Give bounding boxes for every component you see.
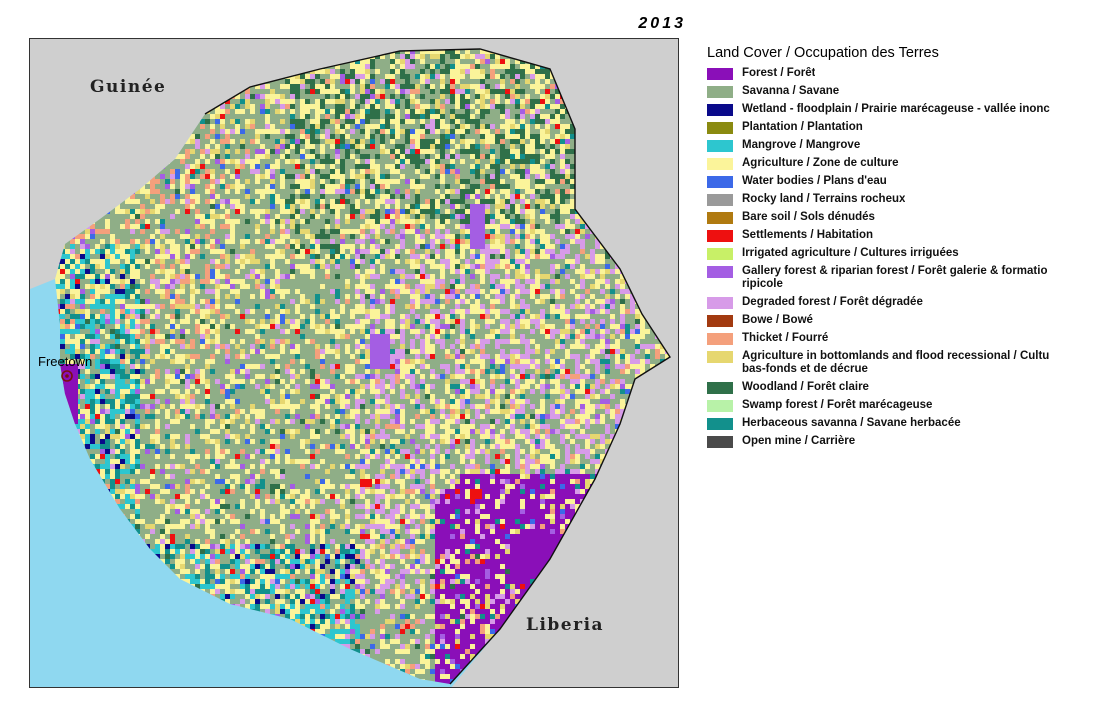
legend-item: Mangrove / Mangrove [707, 139, 1098, 152]
land-cover-map[interactable]: Guinée Liberia Freetown [29, 38, 679, 688]
legend-swatch [707, 418, 733, 430]
legend-label: Water bodies / Plans d'eau [742, 175, 887, 187]
legend-swatch [707, 230, 733, 242]
legend-label: Gallery forest & riparian forest / Forêt… [742, 265, 1048, 290]
capital-dot-icon [65, 374, 69, 378]
legend-item: Bare soil / Sols dénudés [707, 211, 1098, 224]
legend-label: Mangrove / Mangrove [742, 139, 861, 151]
legend-label: Wetland - floodplain / Prairie marécageu… [742, 103, 1050, 115]
legend-label: Degraded forest / Forêt dégradée [742, 296, 923, 308]
legend-swatch [707, 436, 733, 448]
label-guinee: Guinée [90, 77, 167, 97]
legend-item: Settlements / Habitation [707, 229, 1098, 242]
legend-swatch [707, 86, 733, 98]
legend-label: Swamp forest / Forêt marécageuse [742, 399, 933, 411]
legend-label: Bowe / Bowé [742, 314, 813, 326]
legend-label: Bare soil / Sols dénudés [742, 211, 875, 223]
country-border [204, 48, 671, 685]
map-canvas [30, 39, 678, 687]
legend-label: Plantation / Plantation [742, 121, 863, 133]
legend-item: Gallery forest & riparian forest / Forêt… [707, 265, 1098, 291]
legend-swatch [707, 400, 733, 412]
legend-swatch [707, 194, 733, 206]
legend-item: Rocky land / Terrains rocheux [707, 193, 1098, 206]
legend-label: Irrigated agriculture / Cultures irrigué… [742, 247, 959, 259]
legend-label: Settlements / Habitation [742, 229, 873, 241]
legend-item: Bowe / Bowé [707, 314, 1098, 327]
legend-item: Herbaceous savanna / Savane herbacée [707, 417, 1098, 430]
legend-swatch [707, 104, 733, 116]
label-liberia: Liberia [526, 615, 605, 635]
legend-panel: Land Cover / Occupation des Terres Fores… [690, 40, 1098, 560]
legend-swatch [707, 248, 733, 260]
legend-label: Agriculture in bottomlands and flood rec… [742, 350, 1050, 375]
legend-item: Agriculture / Zone de culture [707, 157, 1098, 170]
legend-label: Open mine / Carrière [742, 435, 856, 447]
legend-label: Woodland / Forêt claire [742, 381, 869, 393]
legend-swatch [707, 122, 733, 134]
legend-item: Woodland / Forêt claire [707, 381, 1098, 394]
map-year-title: 2013 [638, 15, 686, 32]
legend-item: Thicket / Fourré [707, 332, 1098, 345]
legend-swatch [707, 212, 733, 224]
legend-swatch [707, 176, 733, 188]
legend-swatch [707, 140, 733, 152]
legend-swatch [707, 68, 733, 80]
legend-item: Water bodies / Plans d'eau [707, 175, 1098, 188]
legend-label: Agriculture / Zone de culture [742, 157, 899, 169]
legend-item: Savanna / Savane [707, 85, 1098, 98]
legend-swatch [707, 266, 733, 278]
legend-label: Rocky land / Terrains rocheux [742, 193, 906, 205]
label-freetown: Freetown [38, 354, 93, 369]
legend-list: Forest / Forêt Savanna / Savane Wetland - … [707, 67, 1098, 453]
legend-item: Wetland - floodplain / Prairie marécageu… [707, 103, 1098, 116]
legend-item: Swamp forest / Forêt marécageuse [707, 399, 1098, 412]
legend-label: Thicket / Fourré [742, 332, 829, 344]
legend-item: Agriculture in bottomlands and flood rec… [707, 350, 1098, 376]
legend-swatch [707, 158, 733, 170]
legend-label: Forest / Forêt [742, 67, 816, 79]
legend-item: Degraded forest / Forêt dégradée [707, 296, 1098, 309]
legend-swatch [707, 297, 733, 309]
legend-label: Savanna / Savane [742, 85, 840, 97]
legend-item: Irrigated agriculture / Cultures irrigué… [707, 247, 1098, 260]
legend-label: Herbaceous savanna / Savane herbacée [742, 417, 961, 429]
legend-item: Open mine / Carrière [707, 435, 1098, 448]
legend-item: Plantation / Plantation [707, 121, 1098, 134]
legend-swatch [707, 333, 733, 345]
legend-swatch [707, 315, 733, 327]
legend-swatch [707, 351, 733, 363]
legend-swatch [707, 382, 733, 394]
capital-marker-icon [61, 370, 73, 382]
legend-item: Forest / Forêt [707, 67, 1098, 80]
legend-title: Land Cover / Occupation des Terres [707, 45, 939, 61]
